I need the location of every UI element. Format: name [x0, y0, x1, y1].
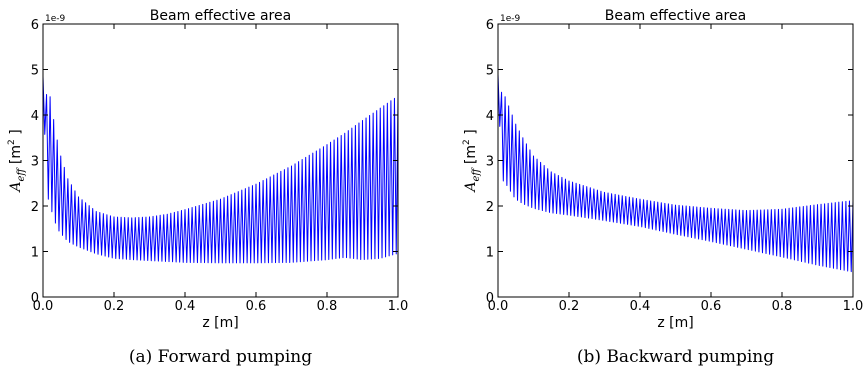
- chart-1-x-tick-label-5: 1.0: [843, 299, 863, 314]
- chart-0-title: Beam effective area: [150, 8, 291, 24]
- chart-0-x-tick-label-0: 0.0: [33, 299, 54, 314]
- chart-0-caption: (a) Forward pumping: [129, 347, 312, 367]
- chart-0-y-tick-label-5: 5: [31, 64, 39, 79]
- chart-1-x-tick-label-2: 0.4: [630, 299, 651, 314]
- chart-forward-pumping: Beam effective area 1e-9 0.0 0.2 0.4 0.6 0.8 1.…: [7, 8, 408, 367]
- chart-1-y-tick-label-5: 5: [486, 64, 494, 79]
- chart-0-y-tick-label-6: 6: [31, 18, 39, 33]
- chart-0-y-tick-label-3: 3: [31, 155, 39, 170]
- chart-0-y-tick-label-2: 2: [31, 200, 39, 215]
- chart-1-y-axis-label: Aeff [m2 ]: [462, 129, 482, 193]
- chart-0-x-tick-label-4: 0.8: [317, 299, 338, 314]
- chart-0-x-tick-label-5: 1.0: [388, 299, 409, 314]
- chart-1-x-tick-label-1: 0.2: [559, 299, 580, 314]
- chart-0-x-tick-label-1: 0.2: [104, 299, 125, 314]
- chart-1-x-tick-label-3: 0.6: [701, 299, 722, 314]
- chart-1-x-tick-label-0: 0.0: [488, 299, 509, 314]
- chart-0-y-tick-label-0: 0: [31, 291, 39, 306]
- chart-1-caption: (b) Backward pumping: [577, 347, 774, 367]
- chart-1-title: Beam effective area: [605, 8, 746, 24]
- chart-1-x-tick-label-4: 0.8: [772, 299, 793, 314]
- chart-1-y-tick-label-1: 1: [486, 246, 494, 261]
- chart-0-y-scale-label: 1e-9: [45, 14, 66, 24]
- chart-1-y-scale-label: 1e-9: [500, 14, 521, 24]
- chart-1-x-axis-label: z [m]: [657, 315, 693, 331]
- chart-0-y-tick-label-4: 4: [31, 109, 39, 124]
- chart-0-x-tick-label-2: 0.4: [175, 299, 196, 314]
- chart-0-x-tick-label-3: 0.6: [246, 299, 267, 314]
- chart-backward-pumping: Beam effective area 1e-9 0.0 0.2 0.4 0.6 0.8 1.…: [462, 8, 863, 367]
- chart-1-y-tick-label-2: 2: [486, 200, 494, 215]
- chart-1-series-0-line: [497, 74, 854, 273]
- chart-0-y-axis-label: Aeff [m2 ]: [7, 129, 27, 193]
- chart-1-y-tick-label-0: 0: [486, 291, 494, 306]
- chart-1-y-tick-label-3: 3: [486, 155, 494, 170]
- chart-0-y-tick-label-1: 1: [31, 246, 39, 261]
- chart-1-y-tick-label-6: 6: [486, 18, 494, 33]
- chart-0-series-0-line: [42, 76, 399, 264]
- chart-1-y-tick-label-4: 4: [486, 109, 494, 124]
- chart-1-axes-frame: [497, 23, 854, 298]
- chart-0-x-axis-label: z [m]: [202, 315, 238, 331]
